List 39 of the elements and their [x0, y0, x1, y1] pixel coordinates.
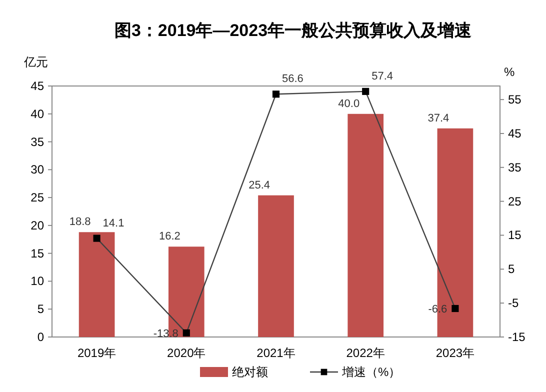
- y-tick-label: 15: [30, 246, 44, 260]
- y2-tick-label: -15: [508, 330, 526, 344]
- y2-tick-label: 25: [508, 194, 522, 208]
- y2-axis-title: %: [504, 65, 515, 79]
- data-label: 37.4: [428, 112, 450, 124]
- x-tick-label: 2021年: [256, 346, 296, 360]
- bar: [78, 232, 115, 337]
- x-tick-label: 2019年: [77, 346, 116, 360]
- y2-tick-label: 15: [508, 228, 522, 242]
- legend-label: 增速（%）: [341, 365, 401, 379]
- x-tick-label: 2022年: [346, 346, 385, 360]
- bar: [348, 114, 384, 337]
- y2-tick-label: 45: [508, 126, 522, 140]
- legend-label: 绝对额: [232, 365, 268, 379]
- data-label: 56.6: [282, 73, 304, 86]
- data-label: 40.0: [338, 98, 360, 110]
- y2-tick-label: 35: [508, 160, 522, 174]
- data-label: 14.1: [102, 217, 124, 230]
- y-tick-label: 0: [37, 330, 44, 344]
- x-tick-label: 2020年: [167, 346, 206, 360]
- chart-title: 图3：2019年—2023年一般公共预算收入及增速: [114, 21, 472, 40]
- y-tick-label: 10: [30, 274, 44, 288]
- data-label: 18.8: [69, 216, 91, 228]
- y-axis-title: 亿元: [23, 55, 48, 69]
- bar: [258, 195, 294, 337]
- y2-tick-label: 5: [508, 262, 515, 276]
- y-tick-label: 35: [30, 134, 44, 149]
- y-tick-label: 30: [30, 162, 44, 177]
- y-tick-label: 45: [30, 79, 44, 93]
- y2-tick-label: -5: [508, 296, 519, 310]
- data-label: 16.2: [158, 230, 180, 243]
- y-tick-label: 5: [37, 302, 44, 316]
- data-label: 57.4: [372, 70, 394, 82]
- x-tick-label: 2023年: [436, 346, 475, 360]
- y2-tick-label: 55: [508, 92, 522, 107]
- y-tick-label: 40: [30, 106, 44, 121]
- data-label: 25.4: [248, 179, 270, 192]
- y-tick-label: 20: [30, 218, 44, 232]
- y-tick-label: 25: [30, 190, 44, 205]
